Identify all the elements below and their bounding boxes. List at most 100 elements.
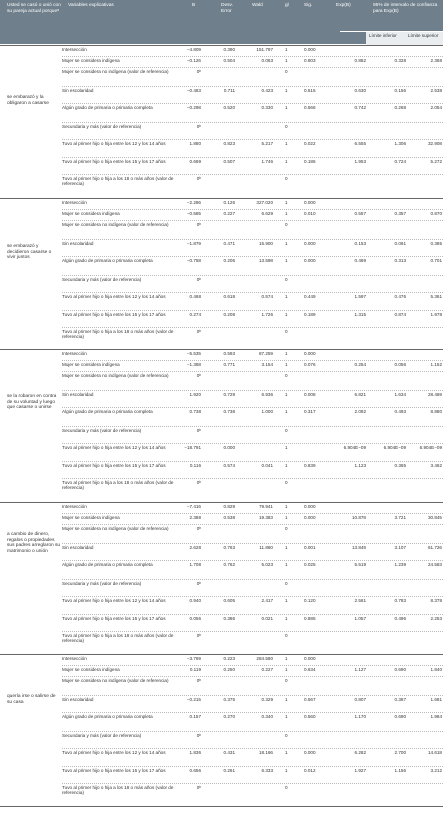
cell-df: 1 xyxy=(285,562,288,567)
cell-lower-limit: 0.690 xyxy=(394,667,407,672)
cell-variable: Mujer se considera indígena xyxy=(62,515,120,520)
header-outcome: Usted se casó o unió con su pareja actua… xyxy=(7,3,61,14)
cell-variable: Intersección xyxy=(62,200,87,205)
cell-df: 1 xyxy=(285,312,288,317)
cell-df: 1 xyxy=(285,211,288,216)
row-separator xyxy=(62,360,443,361)
cell-variable: Intersección xyxy=(62,47,87,52)
cell-std-error: 0.386 xyxy=(223,616,236,621)
cell-df: 0 xyxy=(285,222,288,227)
cell-b: 0ᵇ xyxy=(196,526,201,531)
cell-lower-limit: 0.313 xyxy=(394,258,407,263)
cell-lower-limit: 0.493 xyxy=(394,409,407,414)
cell-variable: Tuvo al primer hijo o hija entre los 12 … xyxy=(62,141,166,146)
group-label: se embarazó y decidieron casarse o vivir… xyxy=(7,244,52,261)
cell-upper-limit: 24.583 xyxy=(427,562,442,567)
cell-wald: 0.423 xyxy=(261,88,274,93)
group-label: a cambio de dinero, regalos o propiedade… xyxy=(7,532,61,554)
header-confidence-interval: 95% de intervalo de confianza para Exp(B… xyxy=(373,3,438,14)
cell-df: 0 xyxy=(285,581,288,586)
row-separator xyxy=(62,665,443,666)
cell-std-error: 0.471 xyxy=(223,241,236,246)
cell-variable: Intersección xyxy=(62,656,87,661)
cell-variable: Mujer se considera indígena xyxy=(62,667,120,672)
cell-exp-b: 0.807 xyxy=(354,697,367,702)
cell-wald: 6.629 xyxy=(261,211,274,216)
row-separator xyxy=(62,748,443,749)
cell-sig: 0.803 xyxy=(304,58,316,63)
cell-b: 0ᵇ xyxy=(196,428,201,433)
group-label: se embarazó y la obligaron a casarse xyxy=(7,95,49,106)
row-separator xyxy=(62,157,443,158)
cell-sig: 0.000 xyxy=(304,241,316,246)
cell-b: 0.738 xyxy=(189,409,202,414)
cell-b: 0ᵇ xyxy=(196,222,201,227)
cell-exp-b: 2.092 xyxy=(354,409,367,414)
group-separator xyxy=(0,502,443,503)
cell-variable: Tuvo al primer hijo o hija entre los 12 … xyxy=(62,598,166,603)
cell-df: 0 xyxy=(285,526,288,531)
cell-wald: 1.726 xyxy=(261,312,274,317)
cell-variable: Algún grado de primaria o primaria compl… xyxy=(62,409,153,414)
cell-sig: 0.022 xyxy=(304,141,316,146)
cell-exp-b: 6.555 xyxy=(354,141,367,146)
cell-wald: 5.023 xyxy=(261,562,274,567)
header-upper-limit: Límite superior xyxy=(405,32,443,45)
cell-lower-limit: 0.061 xyxy=(394,241,407,246)
cell-sig: 0.012 xyxy=(304,768,316,773)
row-separator xyxy=(62,275,443,276)
row-separator xyxy=(62,596,443,597)
cell-df: 1 xyxy=(285,616,288,621)
cell-b: −0.758 xyxy=(186,258,201,263)
group-separator xyxy=(0,654,443,655)
cell-b: 0.669 xyxy=(189,159,202,164)
cell-lower-limit: 1.634 xyxy=(394,392,407,397)
row-separator xyxy=(62,426,443,427)
cell-exp-b: 0.882 xyxy=(354,58,367,63)
cell-std-error: 0.605 xyxy=(223,598,236,603)
cell-std-error: 0.762 xyxy=(223,562,236,567)
cell-variable: Algún grado de primaria o primaria compl… xyxy=(62,714,153,719)
cell-exp-b: 1.170 xyxy=(354,714,367,719)
row-separator xyxy=(62,407,443,408)
cell-variable: Mujer se considera no indígena (valor de… xyxy=(62,69,169,74)
cell-variable: Secundaria y más (valor de referencia) xyxy=(62,733,142,738)
cell-std-error: 0.520 xyxy=(223,105,236,110)
cell-std-error: 0.270 xyxy=(223,714,236,719)
cell-b: −7.416 xyxy=(186,504,201,509)
cell-lower-limit: 0.156 xyxy=(394,88,407,93)
cell-b: 0.274 xyxy=(189,312,202,317)
cell-variable: Secundaria y más (valor de referencia) xyxy=(62,581,142,586)
cell-b: 0ᵇ xyxy=(196,329,201,334)
cell-lower-limit: 0.268 xyxy=(394,105,407,110)
row-separator xyxy=(62,631,443,632)
cell-std-error: 0.593 xyxy=(223,351,236,356)
cell-upper-limit: 0.870 xyxy=(430,211,443,216)
row-separator xyxy=(62,310,443,311)
cell-sig: 0.839 xyxy=(304,463,316,468)
cell-b: −18.791 xyxy=(184,445,201,450)
cell-df: 1 xyxy=(285,362,288,367)
cell-b: −3.769 xyxy=(186,656,201,661)
cell-sig: 0.566 xyxy=(304,105,316,110)
cell-variable: Intersección xyxy=(62,504,87,509)
cell-wald: 5.217 xyxy=(261,141,274,146)
cell-upper-limit: 8.378 xyxy=(430,598,443,603)
cell-upper-limit: 2.538 xyxy=(430,88,443,93)
cell-sig: 0.076 xyxy=(304,362,316,367)
cell-df: 1 xyxy=(285,667,288,672)
row-separator xyxy=(62,712,443,713)
cell-upper-limit: 5.361 xyxy=(430,294,443,299)
cell-std-error: 0.729 xyxy=(223,392,236,397)
cell-df: 1 xyxy=(285,697,288,702)
row-separator xyxy=(62,513,443,514)
cell-exp-b: 1.315 xyxy=(354,312,367,317)
cell-b: 1.920 xyxy=(189,392,202,397)
cell-variable: Tuvo al primer hijo o hija entre los 12 … xyxy=(62,445,166,450)
cell-wald: 2.417 xyxy=(261,598,274,603)
cell-upper-limit: 1.152 xyxy=(430,362,443,367)
cell-lower-limit: 0.496 xyxy=(394,616,407,621)
cell-variable: Tuvo al primer hijo o hija a los 18 o má… xyxy=(62,329,174,340)
cell-upper-limit: 8.880 xyxy=(430,409,443,414)
